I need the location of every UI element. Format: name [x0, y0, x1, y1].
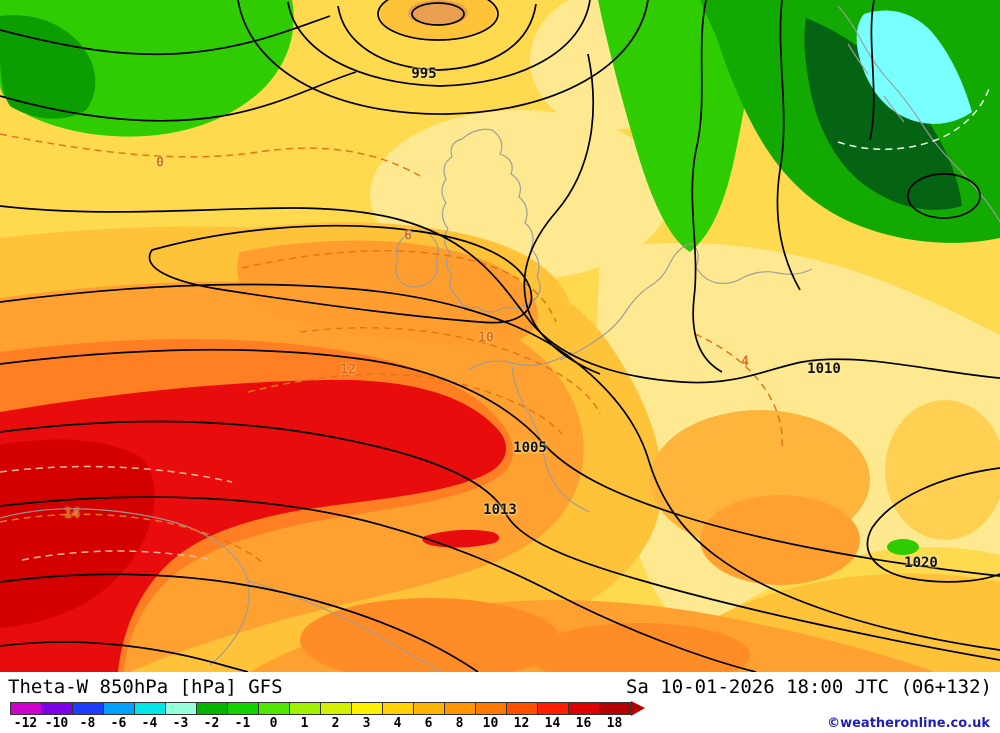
scale-cell: [11, 703, 42, 714]
scale-tick-label: -10: [44, 716, 69, 731]
footer-bar: Theta-W 850hPa [hPa] GFS Sa 10-01-2026 1…: [0, 672, 1000, 733]
theta-label-6: 6: [404, 228, 412, 244]
scale-cell: [73, 703, 104, 714]
scale-cell: [445, 703, 476, 714]
theta-label-0: 0: [156, 155, 164, 171]
weather-map: 995 1005 1010 1013 1020 0 6 10 12 14 4: [0, 0, 1000, 672]
scale-tick-label: -12: [13, 716, 38, 731]
isobar-label-995: 995: [411, 66, 437, 82]
scale-cell: [104, 703, 135, 714]
scale-tick-label: -4: [141, 716, 158, 731]
scale-cell: [321, 703, 352, 714]
temperature-fill-regions: [0, 0, 1000, 672]
scale-tick-label: 18: [606, 716, 623, 731]
scale-tick-label: 6: [424, 716, 433, 731]
scale-cell: [228, 703, 259, 714]
scale-tick-label: 14: [544, 716, 561, 731]
isobar-label-1005: 1005: [513, 440, 547, 456]
isobar-label-1020: 1020: [904, 555, 938, 571]
scale-cell: [476, 703, 507, 714]
scale-cell: [507, 703, 538, 714]
map-canvas: [0, 0, 1000, 672]
scale-cell: [352, 703, 383, 714]
scale-cell: [259, 703, 290, 714]
scale-tick-label: -1: [234, 716, 251, 731]
scale-tick-label: -3: [172, 716, 189, 731]
map-title: Theta-W 850hPa [hPa] GFS: [8, 676, 283, 698]
color-scale-cells: [10, 702, 631, 715]
scale-tick-label: 10: [482, 716, 499, 731]
scale-cell: [538, 703, 569, 714]
scale-tick-label: 4: [393, 716, 402, 731]
scale-cell: [600, 703, 630, 714]
scale-tick-label: 16: [575, 716, 592, 731]
theta-label-12: 12: [340, 362, 356, 378]
scale-cell: [135, 703, 166, 714]
isobar-layer: [0, 0, 1000, 672]
scale-tick-label: 3: [362, 716, 371, 731]
scale-tick-label: 0: [269, 716, 278, 731]
scale-tick-label: -2: [203, 716, 220, 731]
coastline-layer: [0, 5, 1000, 672]
scale-tick-label: 8: [455, 716, 464, 731]
isobar-label-1010: 1010: [807, 361, 841, 377]
scale-cell: [569, 703, 600, 714]
theta-contour-layer: [0, 85, 991, 563]
map-datetime: Sa 10-01-2026 18:00 JTC (06+132): [625, 676, 992, 698]
scale-tick-label: 2: [331, 716, 340, 731]
scale-cell: [383, 703, 414, 714]
scale-tick-label: 12: [513, 716, 530, 731]
color-scale: [10, 701, 645, 716]
theta-label-4: 4: [741, 354, 749, 370]
scale-tick-label: 1: [300, 716, 309, 731]
scale-cell: [42, 703, 73, 714]
isobar-label-1013: 1013: [483, 502, 517, 518]
scale-cell: [414, 703, 445, 714]
copyright-link[interactable]: ©weatheronline.co.uk: [827, 716, 990, 731]
color-scale-labels: -12 -10 -8 -6 -4 -3 -2 -1 0 1 2 3 4 6 8 10 12 14 16 18: [10, 716, 630, 731]
scale-cell: [290, 703, 321, 714]
theta-label-10: 10: [478, 330, 494, 346]
scale-tick-label: -6: [110, 716, 127, 731]
scale-cell: [197, 703, 228, 714]
scale-tick-label: -8: [79, 716, 96, 731]
scale-cell: [166, 703, 197, 714]
theta-label-14: 14: [64, 506, 80, 522]
color-scale-arrow-icon: [631, 701, 645, 716]
